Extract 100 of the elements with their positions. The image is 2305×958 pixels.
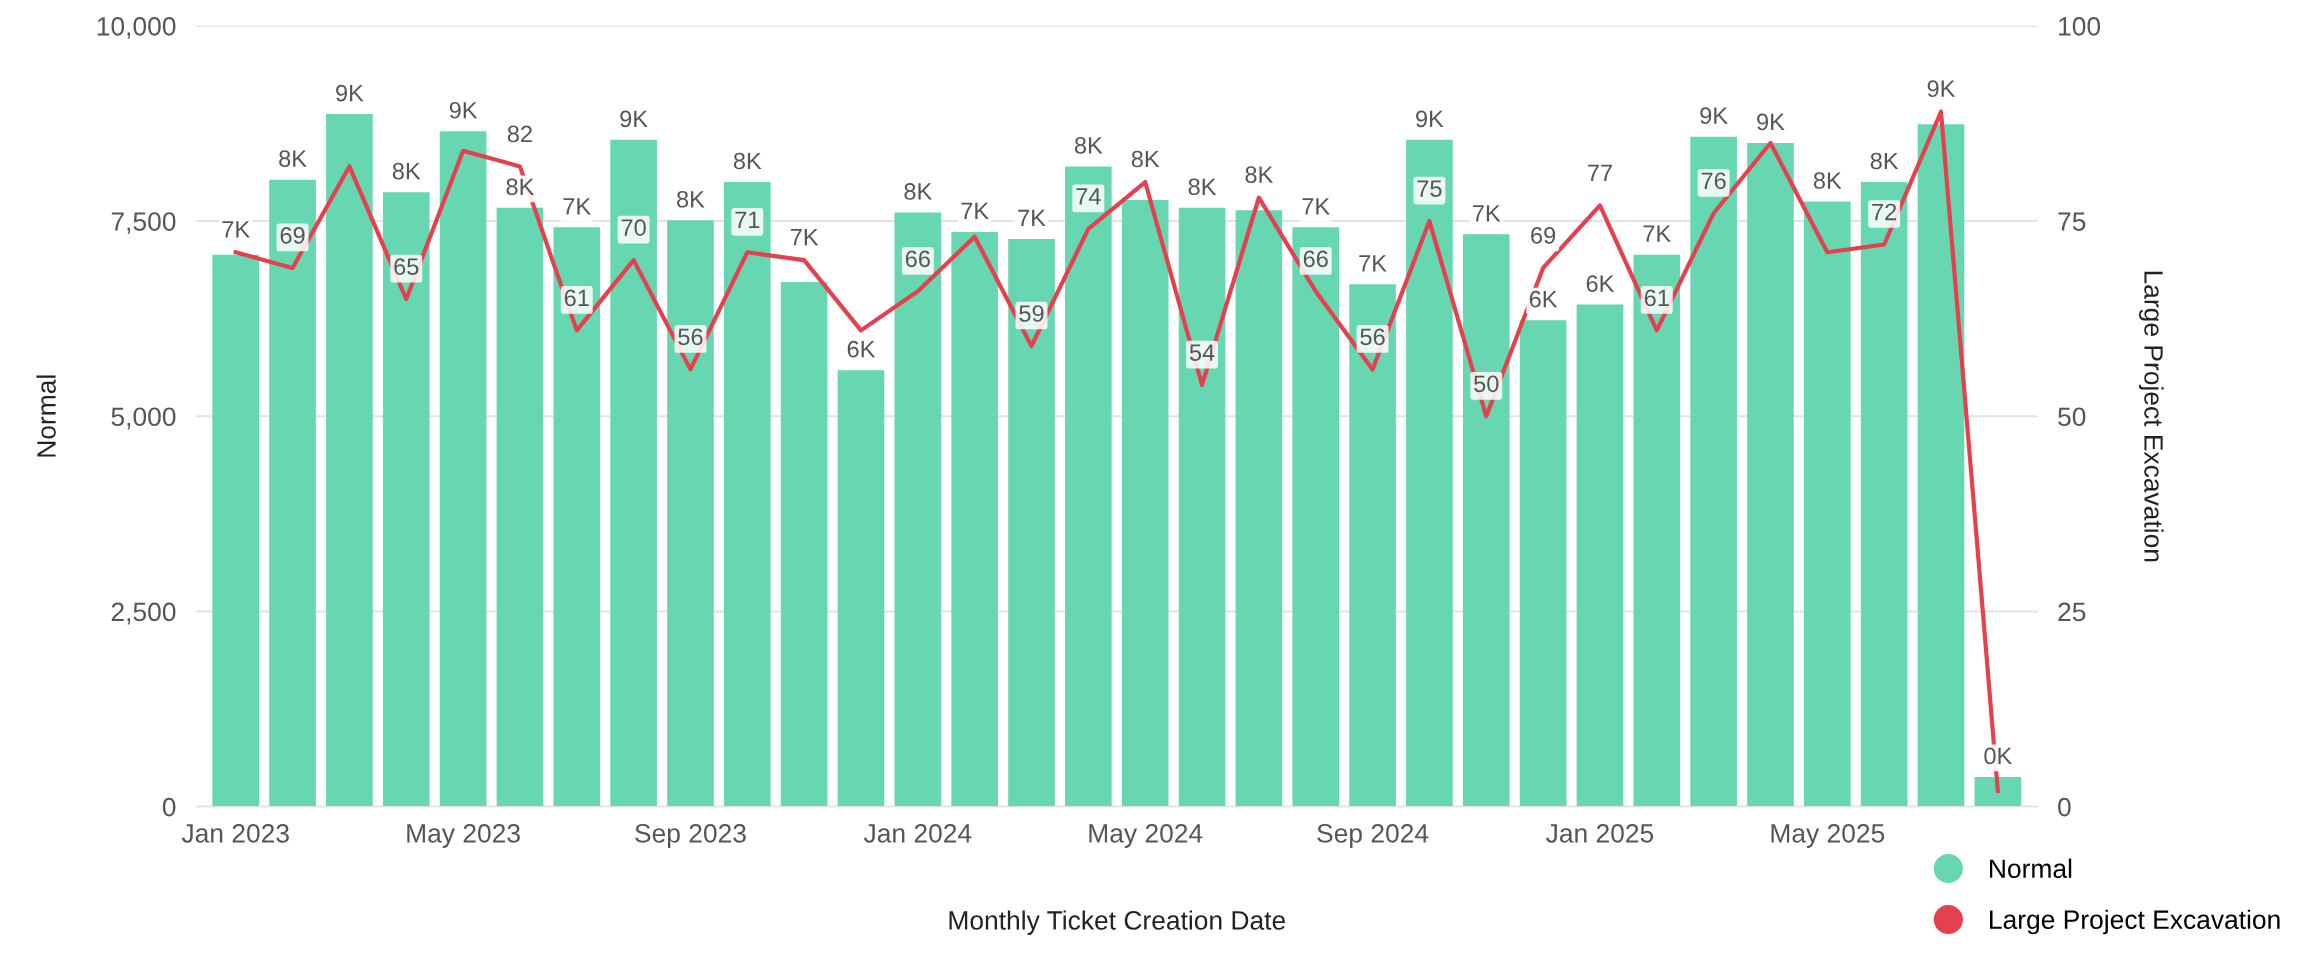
data-label: 77 [1588,164,1612,182]
data-label: 7K [1018,209,1046,227]
x-tick-label: May 2024 [1089,824,1203,848]
data-label: 65 [394,258,419,276]
bar [610,139,657,807]
bar [212,254,260,807]
data-label: 8K [279,150,307,168]
legend-label: Normal [1990,858,2072,879]
bar [382,192,430,807]
bar [1349,284,1396,807]
bar [269,179,316,807]
bar [1860,182,1908,807]
bar [723,182,771,807]
bar [780,281,828,807]
x-tick-label: Sep 2023 [635,824,746,848]
data-label: 69 [1531,227,1556,244]
x-axis-title: Monthly Ticket Creation Date [949,910,1286,935]
data-label: 8K [1131,150,1160,168]
data-label: 76 [1701,172,1726,190]
data-label: 8K [733,152,762,170]
bar [1178,207,1226,807]
data-label: 8K [677,190,705,208]
data-label: 0K [1984,747,2013,765]
bar [326,114,373,807]
x-tick-label: Jan 2023 [181,824,289,843]
bar [1406,139,1453,807]
data-label: 8K [1074,137,1103,154]
data-label: 61 [564,289,589,307]
data-label: 82 [507,125,532,143]
bar [1747,142,1794,807]
data-label: 72 [1872,203,1897,221]
bar [553,227,601,807]
y-tick-label: 2,500 [111,602,176,625]
bar [837,370,885,807]
data-label: 9K [1700,107,1728,125]
bar [1576,304,1624,807]
data-label: 6K [847,340,876,358]
bar [1804,201,1851,807]
data-label: 7K [222,221,250,238]
y2-tick-label: 50 [2058,407,2086,427]
bar [1065,166,1112,807]
data-label: 56 [1360,328,1385,346]
x-tick-label: May 2023 [407,824,520,848]
x-tick-label: Jan 2024 [863,824,972,843]
y2-tick-label: 0 [2058,797,2071,817]
bar [894,212,942,807]
bar [1235,210,1283,807]
bar [1121,199,1169,807]
data-label: 69 [280,227,305,244]
y-tick-label: 5,000 [111,407,176,430]
data-label: 54 [1189,344,1215,361]
bar [951,231,998,807]
data-label: 8K [1813,172,1842,189]
y2-axis-title: Large Project Excavation [2138,271,2164,562]
data-label: 7K [1302,198,1330,215]
bar [496,207,544,807]
data-label: 7K [1643,225,1671,242]
data-label: 7K [563,198,591,215]
data-label: 59 [1019,305,1044,322]
data-label: 8K [904,183,932,200]
data-label: 71 [735,211,760,228]
data-label: 9K [1757,113,1785,131]
bar [1462,234,1510,807]
data-label: 6K [1529,290,1558,308]
data-label: 8K [1870,152,1899,170]
x-tick-label: May 2025 [1771,824,1885,848]
y-tick-label: 10,000 [97,17,176,39]
data-label: 7K [1359,255,1387,272]
x-tick-label: Sep 2024 [1317,824,1429,848]
data-label: 66 [1303,250,1328,268]
data-label: 61 [1644,289,1669,307]
data-label: 6K [1586,275,1615,292]
data-label: 56 [678,328,703,346]
data-label: 7K [790,228,819,246]
bar [1974,776,2022,807]
bar [1917,124,1965,807]
y2-tick-label: 25 [2058,602,2086,622]
data-label: 75 [1417,180,1442,197]
bar [1633,254,1681,807]
data-label: 8K [1245,166,1274,183]
data-label: 66 [905,250,930,268]
data-label: 74 [1076,188,1101,205]
y-axis-title: Normal [36,375,56,457]
data-label: 9K [336,84,364,102]
y2-tick-label: 100 [2059,17,2101,36]
data-label: 8K [1188,178,1217,196]
data-label: 7K [1473,205,1501,222]
x-tick-label: Jan 2025 [1546,824,1654,843]
data-label: 7K [961,202,989,220]
y-tick-label: 0 [162,797,176,817]
data-label: 70 [621,219,646,236]
legend-label: Large Project Excavation [1990,909,2280,935]
data-label: 9K [1927,80,1956,98]
data-label: 9K [449,101,478,119]
data-label: 9K [1416,110,1444,128]
bar [1292,227,1340,807]
bar [1519,320,1567,807]
bar [1690,136,1737,807]
bar [667,220,714,807]
data-label: 50 [1474,375,1499,393]
